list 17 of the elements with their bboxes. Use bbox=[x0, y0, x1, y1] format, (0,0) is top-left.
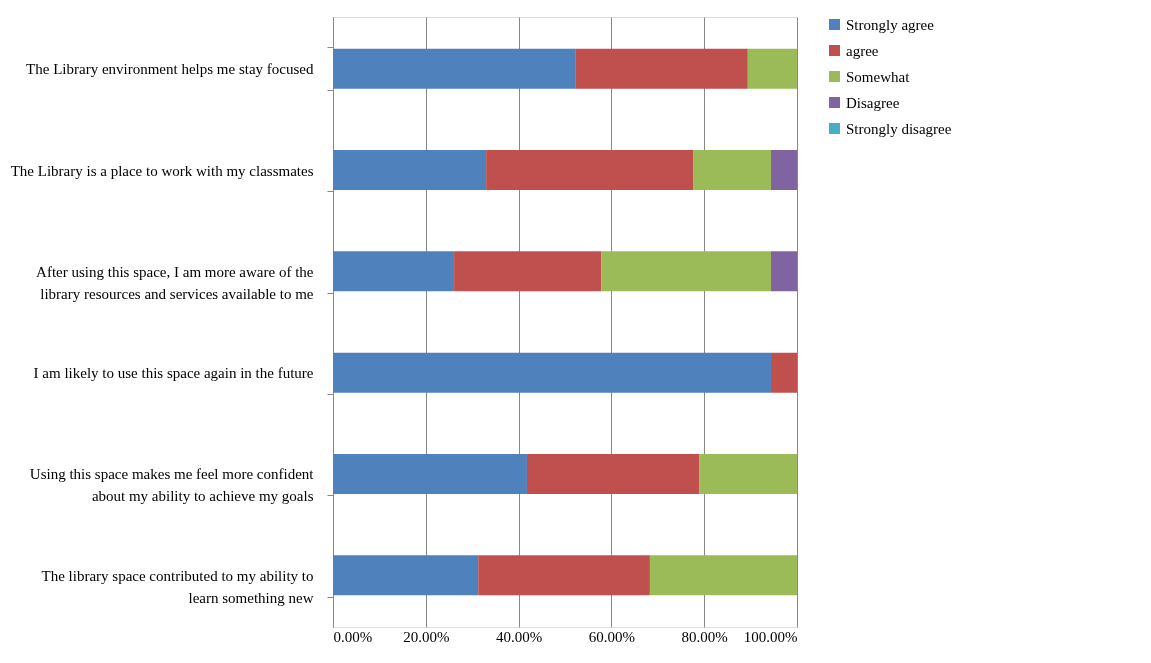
y-tick-label: I am likely to use this space again in the future bbox=[33, 365, 314, 382]
y-tick-label: The Library environment helps me stay focused bbox=[26, 61, 314, 78]
x-tick-label: 80.00% bbox=[681, 628, 728, 645]
x-tick-label: 40.00% bbox=[495, 628, 543, 645]
y-tick-label: The library space contributed to my ability to learn something new bbox=[41, 567, 314, 606]
legend-label: Strongly agree bbox=[846, 16, 935, 33]
x-tick-label: 0.00% bbox=[333, 628, 373, 645]
legend-label: Somewhat bbox=[846, 68, 911, 85]
legend-label: agree bbox=[846, 42, 879, 59]
legend-label: Strongly disagree bbox=[846, 120, 952, 137]
y-tick-label: Using this space makes me feel more confident about my ability to achieve my goals bbox=[29, 466, 315, 505]
x-tick-label: 60.00% bbox=[588, 628, 636, 645]
y-tick-label: After using this space, I am more aware of the library resources and services available to me bbox=[36, 263, 314, 302]
x-tick-label: 20.00% bbox=[403, 628, 450, 645]
legend-label: Disagree bbox=[846, 94, 900, 111]
y-tick-label: The Library is a place to work with my classmates bbox=[10, 162, 314, 179]
x-tick-label: 100.00% bbox=[743, 628, 798, 645]
